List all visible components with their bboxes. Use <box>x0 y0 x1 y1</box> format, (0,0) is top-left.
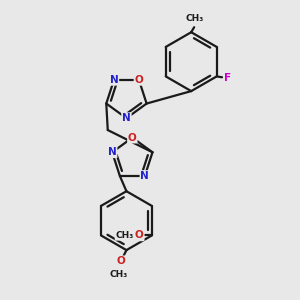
Text: CH₃: CH₃ <box>185 14 203 23</box>
Text: N: N <box>140 171 149 181</box>
Text: F: F <box>224 73 232 83</box>
Text: N: N <box>110 75 118 85</box>
Text: N: N <box>122 113 131 123</box>
Text: O: O <box>134 75 143 85</box>
Text: CH₃: CH₃ <box>116 231 134 240</box>
Text: O: O <box>116 256 125 266</box>
Text: O: O <box>128 133 137 142</box>
Text: O: O <box>135 230 144 240</box>
Text: CH₃: CH₃ <box>110 270 128 279</box>
Text: N: N <box>108 147 116 157</box>
